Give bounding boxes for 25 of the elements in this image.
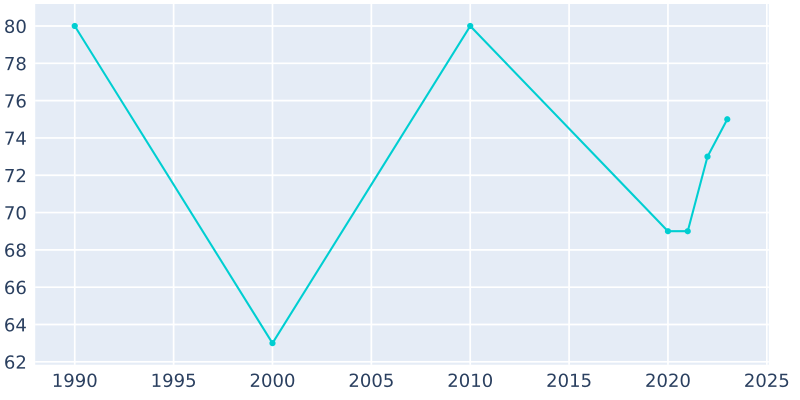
y-tick-label: 66 <box>5 280 26 294</box>
x-tick-label: 1990 <box>54 373 97 388</box>
y-tick-label: 64 <box>5 318 26 332</box>
point <box>72 22 78 30</box>
x-tick-label: 2015 <box>547 373 590 388</box>
x-tick-label: 1995 <box>152 373 196 388</box>
y-tick-label: 80 <box>5 19 26 34</box>
x-tick-label: 2020 <box>646 373 690 388</box>
point <box>467 22 474 30</box>
point <box>724 116 730 122</box>
y-tick-label: 62 <box>5 355 26 369</box>
x-tick-label: 2005 <box>350 373 393 388</box>
y-tick-label: 78 <box>5 56 26 70</box>
point <box>269 340 276 346</box>
y-tick-label: 68 <box>5 243 26 257</box>
x-tick-label: 2000 <box>250 373 294 388</box>
y-tick-label: 76 <box>5 94 26 108</box>
x-tick-label: 2025 <box>745 373 788 388</box>
point <box>684 228 691 234</box>
y-tick-label: 74 <box>5 132 26 145</box>
y-tick-label: 70 <box>5 206 26 220</box>
x-tick-label: 2010 <box>448 373 492 388</box>
point <box>664 228 672 234</box>
y-tick-label: 72 <box>5 168 26 182</box>
point <box>704 153 711 160</box>
